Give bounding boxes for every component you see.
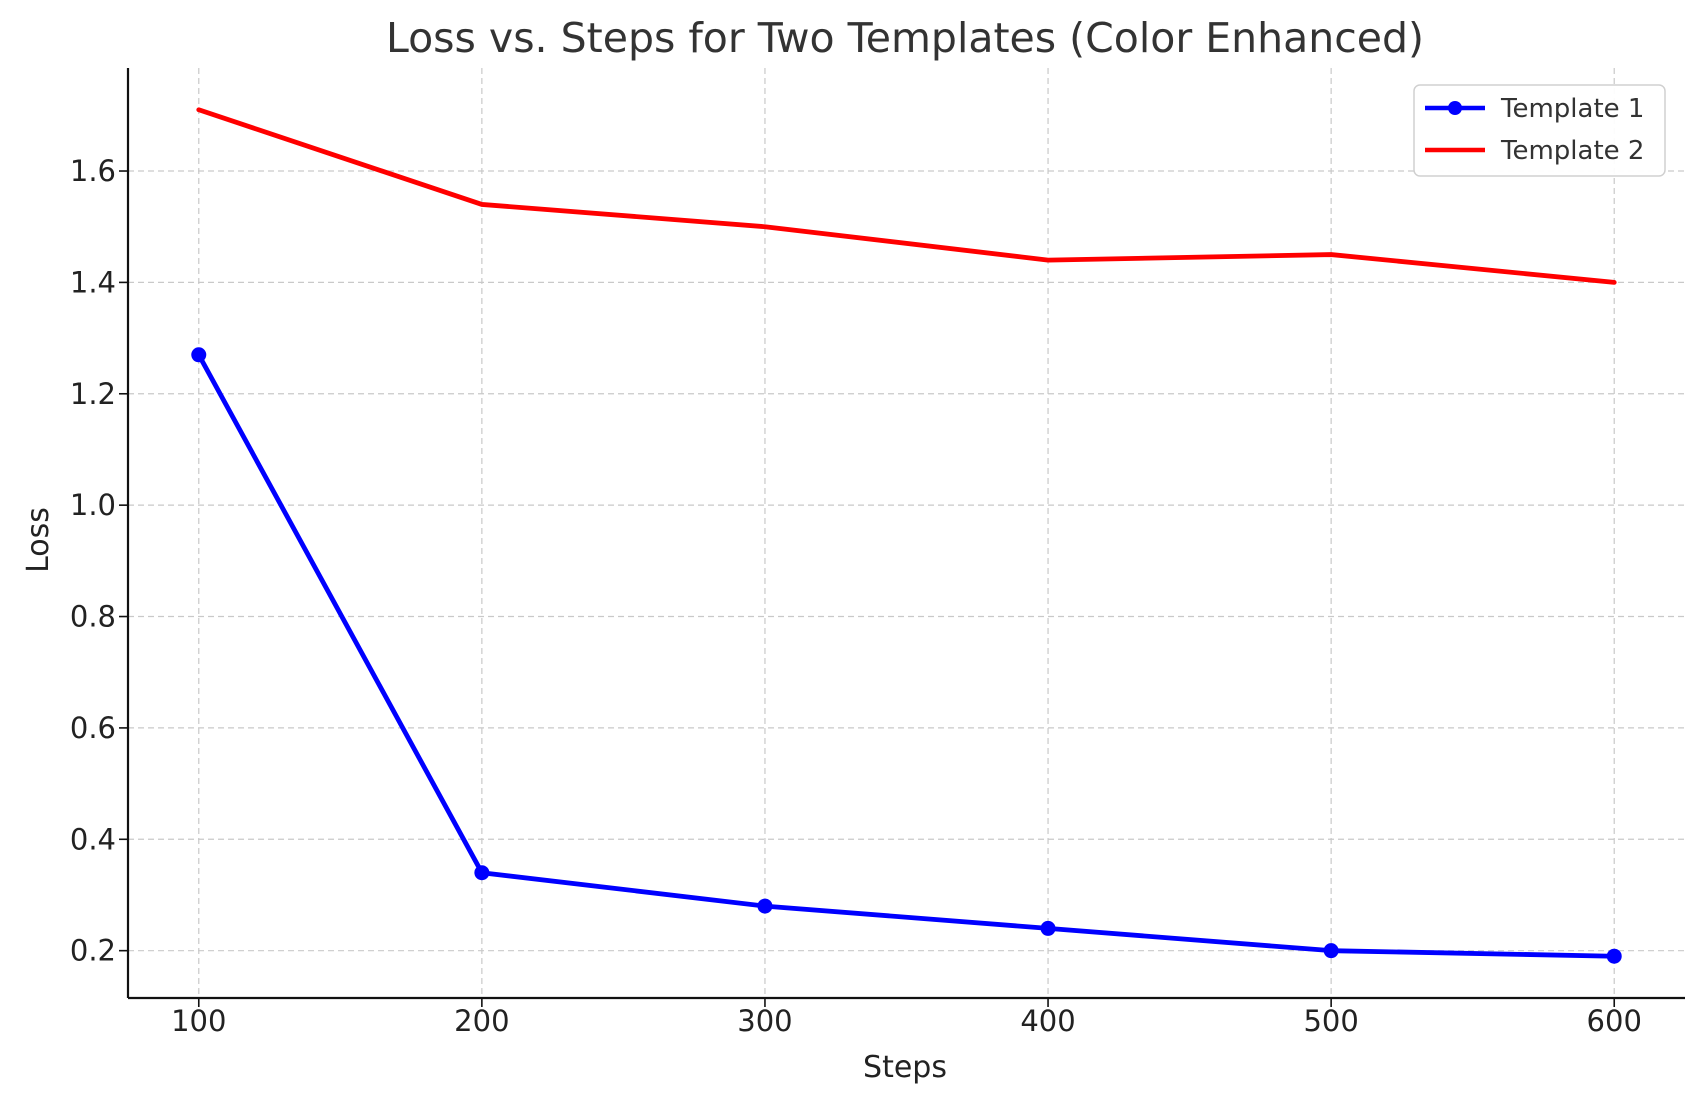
x-tick-label: 200 — [454, 1004, 509, 1038]
y-tick-label: 1.4 — [70, 265, 116, 299]
y-tick-label: 0.6 — [70, 711, 116, 745]
x-tick-label: 500 — [1303, 1004, 1358, 1038]
chart-title: Loss vs. Steps for Two Templates (Color … — [386, 14, 1424, 62]
x-tick-label: 300 — [737, 1004, 792, 1038]
y-tick-label: 0.2 — [70, 934, 116, 968]
series-1-point-1 — [191, 347, 207, 363]
series-line-1 — [196, 352, 1617, 959]
x-tick-label: 400 — [1020, 1004, 1075, 1038]
series-1-point-2 — [474, 865, 490, 881]
axes — [126, 68, 1685, 1000]
grid — [128, 68, 1685, 998]
y-tick-label: 0.8 — [70, 600, 116, 634]
legend-template-1-marker — [1448, 101, 1462, 115]
y-tick-label: 0.4 — [70, 822, 116, 856]
series-1-point-5 — [1323, 943, 1339, 959]
series-1-point-3 — [757, 898, 773, 914]
series-1-point-4 — [1040, 920, 1056, 936]
series-1-point-6 — [1606, 948, 1622, 964]
series-line-2 — [196, 107, 1617, 285]
y-tick-label: 1.6 — [70, 154, 116, 188]
y-tick-label: 1.2 — [70, 377, 116, 411]
x-axis-label: Steps — [863, 1050, 947, 1085]
ticks: 100 200 300 400 500 600 0.2 0.4 0.6 0.8 1.0 1.2 1.4 1… — [70, 154, 1642, 1038]
x-tick-label: 100 — [171, 1004, 226, 1038]
series-layer — [191, 107, 1622, 964]
legend: Template 1 Template 2 — [1413, 84, 1666, 177]
legend-template-1-label: Template 1 — [1500, 94, 1644, 124]
legend-template-2-label: Template 2 — [1500, 136, 1644, 166]
x-tick-label: 600 — [1587, 1004, 1642, 1038]
y-axis-label: Loss — [21, 507, 56, 573]
y-tick-label: 1.0 — [70, 488, 116, 522]
